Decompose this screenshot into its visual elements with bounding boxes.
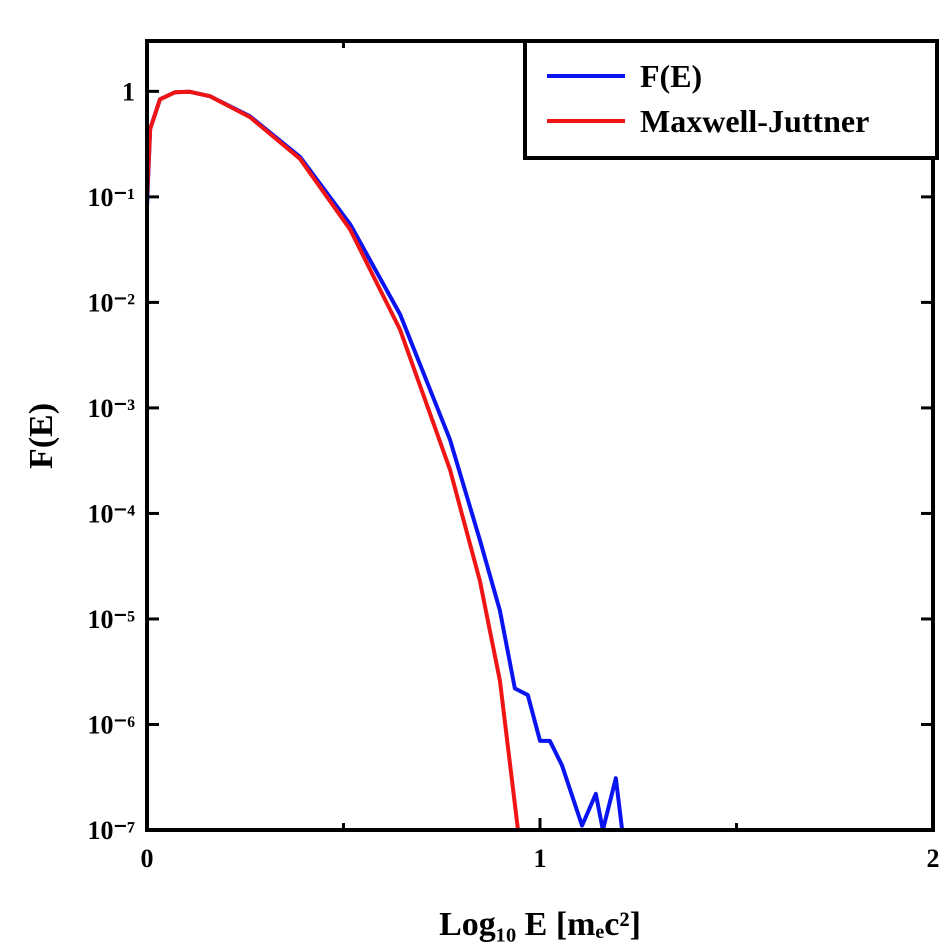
data-line (147, 89, 520, 831)
x-tick-label: 2 (927, 844, 940, 873)
y-tick-label: 1 (122, 77, 135, 106)
data-line (147, 89, 933, 832)
x-tick-label: 1 (534, 844, 547, 873)
y-tick-label: 10⁻² (87, 288, 135, 317)
y-tick-label: 10⁻⁶ (87, 710, 135, 739)
legend-label: Maxwell-Juttner (640, 103, 869, 139)
y-axis-label: F(E) (23, 403, 60, 469)
legend-label: F(E) (640, 58, 702, 94)
y-tick-label: 10⁻⁵ (87, 605, 135, 634)
y-tick-label: 10⁻³ (87, 394, 135, 423)
legend-box (523, 39, 939, 160)
y-tick-label: 10⁻⁷ (87, 816, 135, 845)
x-axis-label: Log₁₀ E [mₑc²] (439, 906, 641, 943)
y-tick-label: 10⁻⁴ (87, 499, 135, 528)
x-tick-label: 0 (141, 844, 154, 873)
y-tick-label: 10⁻¹ (87, 183, 135, 212)
